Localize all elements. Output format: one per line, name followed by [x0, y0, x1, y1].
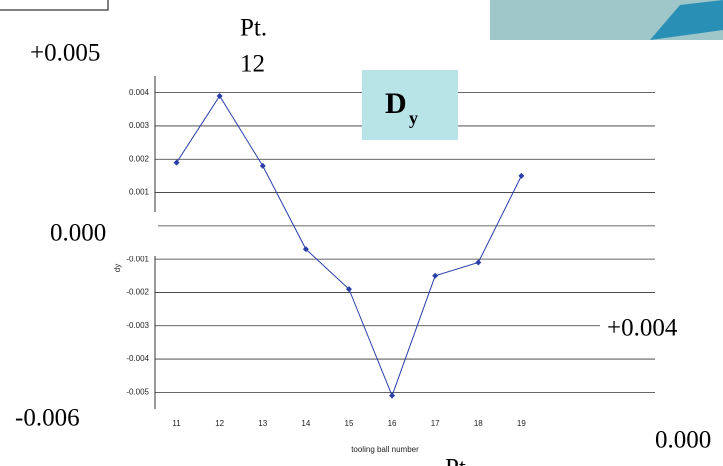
frame-fragment	[0, 0, 108, 10]
pt-label: 12	[240, 51, 265, 78]
y-tick-label: -0.003	[126, 321, 149, 330]
x-tick-label: 18	[474, 419, 483, 428]
data-point	[174, 160, 180, 166]
overlay: Pt. 12 +0.005 0.000 -0.006 +0.004 0.000 Pt Dy	[8, 15, 723, 466]
y-tick-label: -0.005	[126, 387, 149, 396]
data-point	[260, 163, 266, 169]
component-box	[362, 70, 458, 140]
data-point	[217, 93, 223, 99]
x-tick-label: 19	[517, 419, 526, 428]
data-point	[432, 273, 438, 279]
x-tick-label: 14	[301, 419, 310, 428]
data-point	[518, 173, 524, 179]
component-sub: y	[409, 108, 418, 128]
pt-label: Pt.	[240, 15, 267, 42]
x-tick-label: 15	[345, 419, 354, 428]
annotation-right: +0.004	[607, 315, 678, 342]
annotation-bottom-left: -0.006	[15, 405, 80, 432]
data-line	[177, 96, 522, 396]
y-tick-label: -0.002	[126, 288, 149, 297]
annotation-bottom-pt: Pt	[445, 455, 466, 466]
annotation-top-left: +0.005	[30, 40, 100, 67]
y-tick-label: 0.001	[129, 188, 150, 197]
data-point	[389, 393, 395, 399]
annotation-bottom-right: 0.000	[655, 427, 711, 454]
y-axis-label: dy	[113, 264, 122, 272]
x-tick-label: 11	[172, 419, 181, 428]
y-tick-label: 0.002	[129, 154, 150, 163]
y-tick-label: 0.004	[129, 88, 150, 97]
x-tick-label: 13	[258, 419, 267, 428]
x-tick-label: 17	[431, 419, 440, 428]
y-tick-label: -0.004	[126, 354, 149, 363]
data-point	[475, 259, 481, 265]
x-tick-label: 12	[215, 419, 224, 428]
annotation-middle-left: 0.000	[50, 220, 106, 247]
slide: 0.0040.0030.0020.0010-0.001-0.002-0.003-…	[0, 0, 723, 466]
y-tick-label: 0.003	[129, 121, 150, 130]
component-main: D	[385, 87, 407, 120]
x-tick-label: 16	[388, 419, 397, 428]
x-axis-label: tooling ball number	[351, 445, 419, 454]
